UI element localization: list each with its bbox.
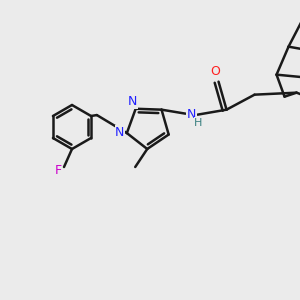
Text: N: N <box>115 126 124 139</box>
Text: O: O <box>211 65 220 78</box>
Text: H: H <box>194 118 203 128</box>
Text: N: N <box>187 108 196 121</box>
Text: F: F <box>54 164 61 176</box>
Text: N: N <box>128 95 137 108</box>
